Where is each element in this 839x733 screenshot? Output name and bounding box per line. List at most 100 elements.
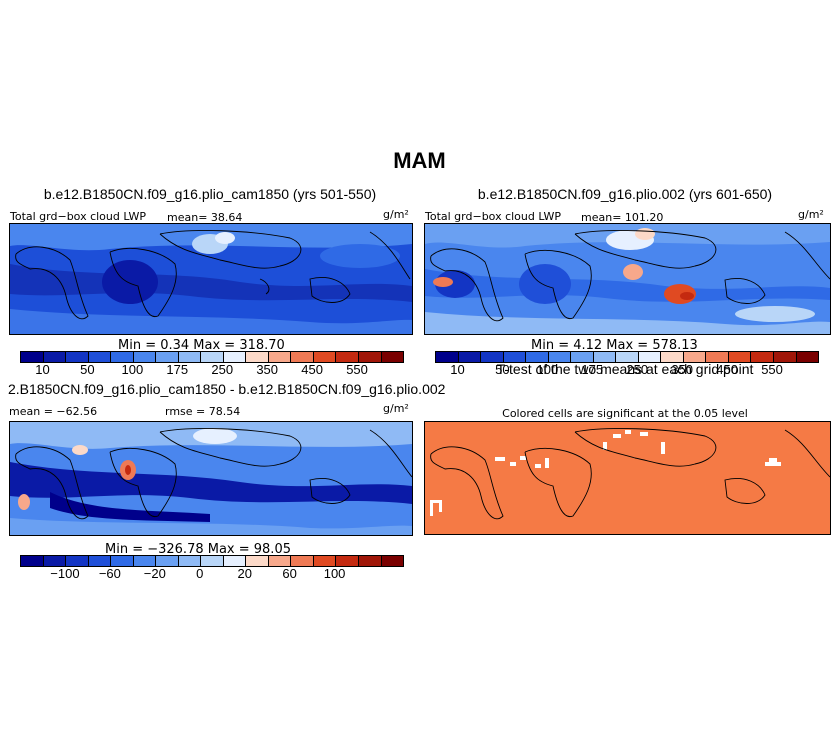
panel2-colorbar-swatch	[593, 352, 617, 362]
panel3-colorbar-tick-label: 60	[282, 566, 297, 581]
panel1-colorbar-swatch	[156, 352, 179, 362]
panel2-colorbar-tick-label: 350	[671, 362, 694, 377]
panel1-colorbar-tick-label: 350	[256, 362, 279, 377]
panel3-map	[9, 421, 413, 536]
panel1-colorbar-tick-label: 100	[121, 362, 144, 377]
panel3-minmax: Min = −326.78 Max = 98.05	[105, 542, 291, 557]
panel1-colorbar-swatch	[88, 352, 112, 362]
panel1-variable-label: Total grd−box cloud LWP	[10, 210, 146, 223]
panel1-colorbar-swatch	[66, 352, 89, 362]
panel1-colorbar-swatch	[223, 352, 247, 362]
panel2-colorbar	[435, 351, 819, 363]
panel1-colorbar-ticks: 10 50 100 175 250 350 450 550	[20, 362, 402, 378]
panel3-units: g/m²	[383, 402, 409, 415]
panel3-colorbar-swatch	[291, 556, 314, 566]
panel4-subtitle: Colored cells are significant at the 0.0…	[502, 407, 748, 420]
panel1-colorbar-swatch	[358, 352, 382, 362]
panel4-title: T-test of the two means at each grid poi…	[496, 361, 754, 377]
panel2-colorbar-swatch	[436, 352, 459, 362]
panel1-colorbar-swatch	[246, 352, 269, 362]
panel3-colorbar-tick-label: 100	[323, 566, 346, 581]
panel3-colorbar-swatch	[336, 556, 359, 566]
panel3-colorbar-tick-label: −20	[143, 566, 166, 581]
panel2-colorbar-swatch	[458, 352, 482, 362]
significance-fill	[425, 422, 830, 534]
panel2-colorbar-tick-label: 250	[626, 362, 649, 377]
panel3-colorbar-tick-label: −100	[50, 566, 80, 581]
panel1-mean: mean= 38.64	[167, 211, 243, 224]
panel2-colorbar-swatch	[526, 352, 549, 362]
panel2-colorbar-swatch	[751, 352, 774, 362]
panel2-colorbar-tick-label: 450	[716, 362, 738, 377]
panel2-map	[424, 223, 831, 335]
panel1-map-plot	[10, 224, 412, 334]
panel3-colorbar-swatch	[21, 556, 44, 566]
panel2-colorbar-tick-label: 175	[581, 362, 604, 377]
panel1-colorbar-swatch	[381, 352, 404, 362]
panel3-colorbar	[20, 555, 404, 567]
panel2-colorbar-tick-label: 10	[450, 362, 465, 377]
panel1-colorbar-swatch	[43, 352, 67, 362]
figure-title: MAM	[393, 148, 446, 173]
panel2-colorbar-swatch	[571, 352, 594, 362]
panel2-colorbar-ticks: 10 50 100 175 250 350 450 550	[435, 362, 817, 378]
panel2-colorbar-swatch	[661, 352, 684, 362]
panel1-colorbar-tick-label: 175	[166, 362, 189, 377]
panel1-colorbar-tick-label: 250	[211, 362, 234, 377]
panel2-colorbar-tick-label: 100	[536, 362, 559, 377]
panel3-colorbar-swatch	[268, 556, 292, 566]
panel2-minmax: Min = 4.12 Max = 578.13	[531, 338, 698, 353]
panel3-colorbar-tick-label: 0	[196, 566, 204, 581]
panel1-colorbar-swatch	[268, 352, 292, 362]
panel3-colorbar-swatch	[201, 556, 224, 566]
panel3-colorbar-swatch	[313, 556, 337, 566]
panel1-minmax: Min = 0.34 Max = 318.70	[118, 338, 285, 353]
panel4-map	[424, 421, 831, 535]
panel2-units: g/m²	[798, 208, 824, 221]
panel1-title: b.e12.B1850CN.f09_g16.plio_cam1850 (yrs …	[43, 186, 377, 202]
panel3-colorbar-swatch	[358, 556, 382, 566]
panel2-colorbar-swatch	[638, 352, 662, 362]
panel2-colorbar-tick-label: 50	[495, 362, 510, 377]
panel1-colorbar-swatch	[201, 352, 224, 362]
panel1-colorbar-tick-label: 550	[346, 362, 368, 377]
panel2-colorbar-swatch	[683, 352, 707, 362]
panel1-colorbar-swatch	[21, 352, 44, 362]
panel3-colorbar-swatch	[223, 556, 247, 566]
panel1-colorbar	[20, 351, 404, 363]
panel2-colorbar-swatch	[728, 352, 752, 362]
panel3-colorbar-swatch	[43, 556, 67, 566]
panel3-map-plot	[10, 422, 412, 535]
panel1-colorbar-swatch	[336, 352, 359, 362]
panel3-colorbar-swatch	[133, 556, 157, 566]
panel2-title: b.e12.B1850CN.f09_g16.plio.002 (yrs 601-…	[477, 186, 773, 202]
panel2-colorbar-swatch	[548, 352, 572, 362]
panel2-mean: mean= 101.20	[581, 211, 664, 224]
panel2-map-plot	[425, 224, 830, 334]
panel1-colorbar-tick-label: 50	[80, 362, 95, 377]
panel2-colorbar-swatch	[481, 352, 504, 362]
panel2-colorbar-tick-label: 550	[761, 362, 783, 377]
panel4-map-plot	[425, 422, 830, 534]
panel3-colorbar-swatch	[111, 556, 134, 566]
panel3-colorbar-swatch	[156, 556, 179, 566]
panel3-mean: mean = −62.56	[9, 405, 98, 418]
panel2-colorbar-swatch	[616, 352, 639, 362]
panel3-colorbar-swatch	[66, 556, 89, 566]
panel2-colorbar-swatch	[796, 352, 819, 362]
panel1-map	[9, 223, 413, 335]
panel3-colorbar-swatch	[381, 556, 404, 566]
panel2-colorbar-swatch	[773, 352, 797, 362]
panel2-colorbar-swatch	[503, 352, 527, 362]
panel3-colorbar-tick-label: −60	[98, 566, 121, 581]
panel1-colorbar-tick-label: 10	[35, 362, 50, 377]
panel3-colorbar-swatch	[88, 556, 112, 566]
panel1-colorbar-tick-label: 450	[301, 362, 323, 377]
panel1-colorbar-swatch	[133, 352, 157, 362]
panel2-colorbar-swatch	[706, 352, 729, 362]
panel3-colorbar-swatch	[178, 556, 202, 566]
panel3-colorbar-tick-label: 20	[237, 566, 252, 581]
panel1-colorbar-swatch	[291, 352, 314, 362]
panel2-variable-label: Total grd−box cloud LWP	[425, 210, 561, 223]
panel3-rmse: rmse = 78.54	[165, 405, 241, 418]
